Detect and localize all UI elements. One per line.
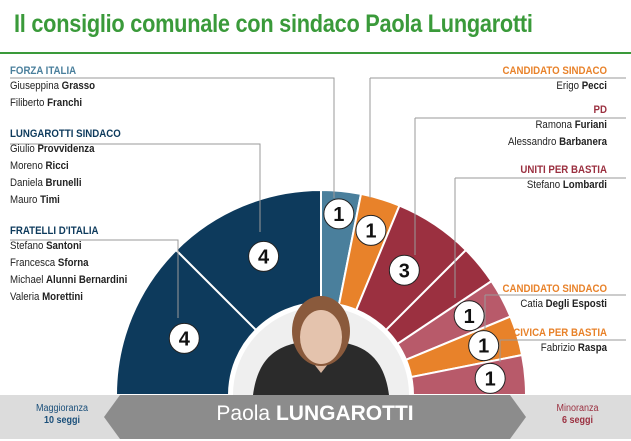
member-first-name: Filiberto — [10, 97, 45, 109]
member-last-name: Santoni — [46, 240, 82, 252]
mayor-photo — [233, 296, 409, 395]
page-title: Il consiglio comunale con sindaco Paola … — [14, 10, 533, 38]
title-rule — [0, 52, 631, 54]
member-name: Stefano Lombardi — [457, 177, 607, 194]
group-name: FRATELLI D'ITALIA — [10, 225, 99, 237]
group-right-4: CIVICA PER BASTIA Fabrizio Raspa — [437, 326, 607, 357]
group-right-2: UNITI PER BASTIA Stefano Lombardi — [437, 163, 607, 194]
mayor-last-name: LUNGAROTTI — [275, 402, 414, 425]
leader-line — [10, 143, 261, 232]
member-last-name: Timi — [40, 194, 60, 206]
member-first-name: Michael — [10, 274, 44, 286]
member-first-name: Alessandro — [507, 136, 557, 148]
member-last-name: Franchi — [47, 97, 83, 109]
member-first-name: Fabrizio — [540, 342, 576, 354]
seat-count-label: 4 — [179, 328, 191, 350]
minority-info: Minoranza 6 seggi — [546, 403, 609, 427]
member-name: Valeria Morettini — [10, 289, 160, 306]
majority-label: Maggioranza — [35, 403, 89, 414]
group-name: LUNGAROTTI SINDACO — [10, 128, 121, 140]
seat-count-badge — [453, 300, 485, 332]
group-left-0: FORZA ITALIA Giuseppina Grasso Filiberto F… — [10, 64, 180, 112]
member-first-name: Valeria — [10, 291, 40, 303]
member-last-name: Morettini — [42, 291, 83, 303]
group-name: CIVICA PER BASTIA — [513, 327, 607, 339]
seat-count-label: 1 — [333, 204, 344, 226]
group-name: CANDIDATO SINDACO — [502, 65, 607, 77]
seat-count-badge — [468, 330, 500, 362]
member-last-name: Ricci — [45, 160, 69, 172]
majority-info: Maggioranza 10 seggi — [26, 403, 98, 427]
member-name: Mauro Timi — [10, 192, 160, 209]
photo-face — [300, 310, 342, 364]
member-last-name: Brunelli — [45, 177, 82, 189]
member-last-name: Degli Esposti — [545, 298, 607, 310]
member-name: Daniela Brunelli — [10, 175, 160, 192]
member-first-name: Mauro — [10, 194, 38, 206]
member-first-name: Giulio — [10, 143, 35, 155]
member-name: Giulio Provvidenza — [10, 141, 160, 158]
seat-count-label: 1 — [464, 306, 475, 328]
member-first-name: Moreno — [10, 160, 43, 172]
member-first-name: Stefano — [10, 240, 44, 252]
group-name: UNITI PER BASTIA — [520, 164, 607, 176]
member-last-name: Barbanera — [559, 136, 607, 148]
group-name: PD — [593, 104, 607, 116]
group-right-3: CANDIDATO SINDACO Catia Degli Esposti — [437, 282, 607, 313]
majority-count: 10 seggi — [43, 415, 81, 426]
member-last-name: Raspa — [577, 342, 607, 354]
member-last-name: Alunni Bernardini — [46, 274, 128, 286]
seat-count-label: 1 — [365, 220, 376, 242]
member-name: Ramona Furiani — [457, 117, 607, 134]
member-first-name: Francesca — [10, 257, 56, 269]
member-name: Moreno Ricci — [10, 158, 160, 175]
seat-count-label: 4 — [258, 246, 270, 268]
member-first-name: Giuseppina — [10, 80, 59, 92]
member-first-name: Stefano — [526, 179, 561, 191]
minority-label: Minoranza — [556, 403, 599, 414]
seat-count-label: 1 — [485, 368, 496, 390]
leader-line — [10, 239, 179, 318]
seat-count-badge — [248, 240, 280, 272]
seat-count-badge — [323, 198, 355, 230]
seat-count-badge — [168, 322, 200, 354]
member-first-name: Erigo — [556, 80, 580, 92]
member-last-name: Sforna — [57, 257, 89, 269]
member-name: Catia Degli Esposti — [457, 296, 607, 313]
mayor-name: Paola LUNGAROTTI — [104, 402, 526, 426]
group-left-2: FRATELLI D'ITALIA Stefano Santoni Francesc… — [10, 224, 180, 306]
group-right-1: PD Ramona Furiani Alessandro Barbanera — [437, 103, 607, 151]
member-first-name: Ramona — [535, 119, 573, 131]
mayor-first-name: Paola — [216, 402, 271, 425]
member-last-name: Grasso — [61, 80, 96, 92]
member-last-name: Lombardi — [562, 179, 607, 191]
member-name: Giuseppina Grasso — [10, 78, 160, 95]
seat-count-badge — [355, 214, 387, 246]
minority-count: 6 seggi — [561, 415, 594, 426]
member-first-name: Catia — [520, 298, 543, 310]
member-last-name: Provvidenza — [37, 143, 95, 155]
group-left-1: LUNGAROTTI SINDACO Giulio Provvidenza More… — [10, 127, 180, 209]
member-last-name: Furiani — [574, 119, 607, 131]
group-name: FORZA ITALIA — [10, 65, 77, 77]
member-last-name: Pecci — [581, 80, 607, 92]
seat-count-badge — [474, 362, 506, 394]
member-name: Erigo Pecci — [457, 78, 607, 95]
member-name: Francesca Sforna — [10, 255, 160, 272]
member-name: Michael Alunni Bernardini — [10, 272, 160, 289]
member-name: Alessandro Barbanera — [457, 134, 607, 151]
seat-count-label: 3 — [399, 260, 410, 282]
mayor-band — [104, 395, 526, 439]
member-name: Filiberto Franchi — [10, 95, 160, 112]
group-name: CANDIDATO SINDACO — [502, 283, 607, 295]
member-name: Stefano Santoni — [10, 238, 160, 255]
seat-count-label: 1 — [478, 336, 489, 358]
leader-line — [10, 77, 335, 198]
group-right-0: CANDIDATO SINDACO Erigo Pecci — [437, 64, 607, 95]
seat-count-badge — [388, 254, 420, 286]
member-first-name: Daniela — [10, 177, 43, 189]
member-name: Fabrizio Raspa — [457, 340, 607, 357]
